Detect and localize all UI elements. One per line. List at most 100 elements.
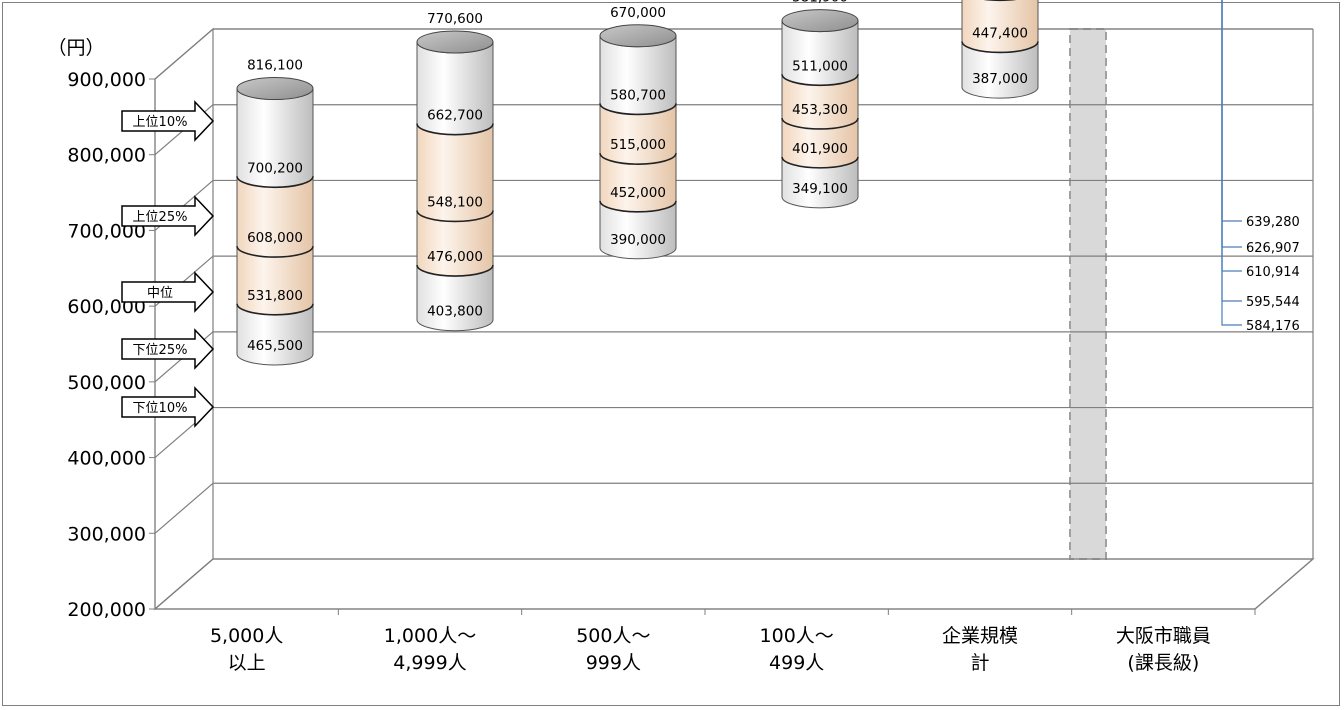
cylinder-top: [599, 24, 677, 48]
percentile-line: [416, 210, 494, 223]
y-tick-label: 500,000: [67, 372, 146, 394]
percentile-line: [236, 245, 314, 258]
data-label: 465,500: [247, 338, 303, 354]
data-label-p90: 581,900: [792, 0, 848, 6]
cylinder-middle-band: [600, 103, 676, 212]
gridlines: [149, 27, 1315, 611]
cylinder-top: [236, 77, 314, 101]
percentile-line: [236, 176, 314, 189]
percentile-line: [599, 153, 677, 165]
percentile-line: [781, 156, 859, 169]
x-category-label: 500人～: [576, 625, 650, 647]
data-label: 476,000: [427, 249, 483, 265]
cylinder-middle-band: [962, 0, 1038, 53]
x-category-label: 計: [970, 652, 989, 674]
cylinder: [781, 9, 859, 209]
data-label: 580,700: [610, 87, 666, 103]
data-label-p90: 770,600: [427, 11, 483, 27]
callout-line: [1221, 0, 1242, 248]
cylinder-top: [416, 30, 494, 54]
percentile-line: [781, 74, 859, 87]
percentile-arrow-label: 下位10%: [133, 401, 188, 416]
data-label-p90: 816,100: [247, 58, 303, 74]
y-tick-label: 900,000: [67, 69, 146, 91]
x-category-label: 以上: [228, 652, 266, 674]
percentile-line: [416, 123, 494, 136]
x-category-label: 企業規模: [942, 625, 1018, 647]
callout-line: [1221, 0, 1242, 326]
data-labels: 816,100 700,200 608,000 531,800 465,500 770,6…: [247, 0, 1300, 354]
floor-right: [1254, 558, 1314, 610]
data-label: 349,100: [792, 181, 848, 197]
percentile-arrow: [121, 271, 215, 313]
callout-line: [1221, 0, 1242, 222]
data-label: 511,000: [792, 58, 848, 74]
data-label-p90: 670,000: [610, 5, 666, 21]
y-axis-unit: （円）: [47, 37, 104, 59]
percentile-line: [416, 264, 494, 277]
cylinder-middle-band: [782, 74, 858, 168]
gridline-diag: [154, 558, 214, 610]
cylinder-middle-band: [417, 123, 493, 277]
percentile-arrow-label: 中位: [147, 286, 173, 301]
data-label: 403,800: [427, 304, 483, 320]
data-label: 610,914: [1246, 265, 1300, 280]
percentile-arrow: [121, 386, 215, 428]
data-label: 390,000: [610, 232, 666, 248]
percentile-arrow-label: 上位25%: [133, 210, 188, 225]
data-label: 584,176: [1246, 319, 1300, 334]
x-category-label: 1,000人～: [384, 625, 476, 647]
percentile-arrow-label: 上位10%: [133, 115, 188, 130]
percentile-line: [599, 200, 677, 213]
cylinders: [236, 0, 1039, 366]
data-label: 548,100: [427, 194, 483, 210]
x-category-label: 5,000人: [210, 625, 283, 647]
x-category-label: 499人: [769, 652, 824, 674]
x-category-label: 100人～: [760, 625, 834, 647]
data-label: 626,907: [1246, 241, 1300, 256]
x-category-label: 999人: [586, 652, 641, 674]
percentile-arrow: [121, 195, 215, 237]
data-label: 387,000: [972, 71, 1028, 87]
percentile-arrow: [121, 328, 215, 370]
data-label: 662,700: [427, 108, 483, 124]
data-label: 453,300: [792, 102, 848, 118]
y-tick-label: 300,000: [67, 523, 146, 545]
data-label: 452,000: [610, 185, 666, 201]
x-category-label: 大阪市職員: [1116, 625, 1211, 647]
y-tick-label: 800,000: [67, 145, 146, 167]
x-category-label: 4,999人: [393, 652, 466, 674]
x-category-label: (課長級): [1127, 652, 1199, 674]
callout-line: [1221, 0, 1242, 272]
percentile-line: [781, 117, 859, 130]
data-label: 639,280: [1246, 215, 1300, 230]
cylinder: [236, 77, 314, 366]
y-tick-label: 200,000: [67, 599, 146, 621]
percentile-line: [961, 41, 1039, 54]
data-label: 595,544: [1246, 295, 1300, 310]
gridline-diag: [154, 28, 214, 80]
cylinder: [599, 24, 677, 260]
data-label: 700,200: [247, 160, 303, 176]
cylinder-middle-band: [237, 176, 313, 315]
cylinder: [416, 30, 494, 332]
data-label: 401,900: [792, 141, 848, 157]
data-label: 447,400: [972, 25, 1028, 41]
floor: [153, 558, 1315, 610]
data-label: 608,000: [247, 230, 303, 246]
percentile-line: [236, 303, 314, 316]
percentile-arrow: [121, 100, 215, 142]
highlight-band: [1069, 28, 1107, 560]
data-label: 515,000: [610, 137, 666, 153]
gridline-diag: [154, 482, 214, 534]
cylinder-top: [781, 9, 859, 33]
percentile-arrow-label: 下位25%: [133, 343, 188, 358]
y-tick-label: 400,000: [67, 448, 146, 470]
cylinder: [961, 0, 1039, 99]
data-label: 531,800: [247, 288, 303, 304]
percentile-line: [599, 103, 677, 116]
